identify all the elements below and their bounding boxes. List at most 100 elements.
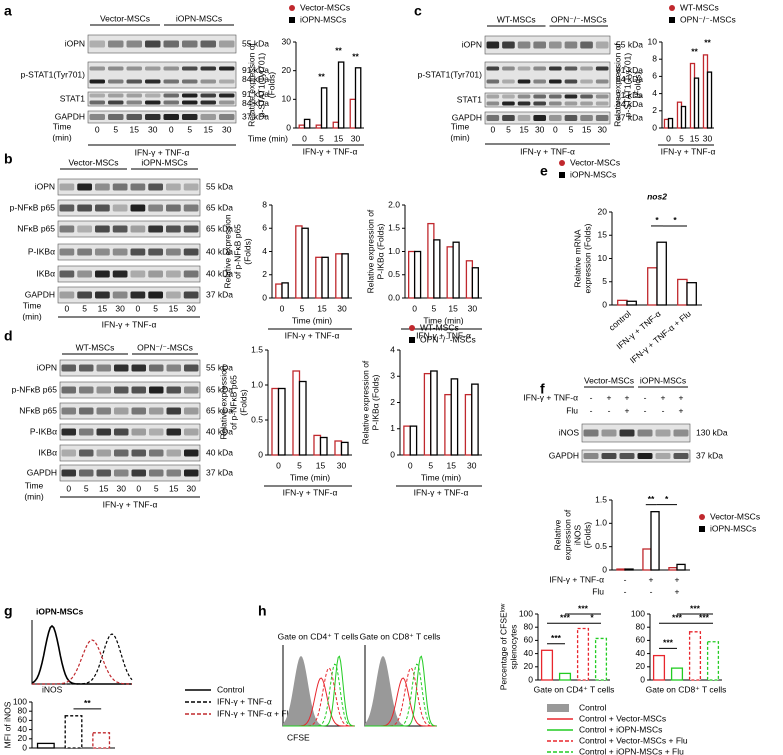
- lane-label: 15: [169, 483, 179, 493]
- sig-label: ***: [560, 612, 571, 622]
- blot-band: [130, 225, 146, 233]
- x-tick-label: 5: [432, 303, 437, 313]
- blot-band: [673, 453, 689, 459]
- y-axis-label: (Folds): [238, 389, 248, 416]
- y-tick-label: 100: [631, 608, 645, 618]
- legend-label: Control: [217, 684, 245, 694]
- x-tick-label: 15: [317, 303, 327, 313]
- blot-frame: [59, 444, 201, 462]
- blot-band: [166, 270, 181, 278]
- blot-band: [108, 93, 124, 98]
- blot-band: [95, 183, 110, 191]
- blot-frame: [57, 243, 201, 261]
- bar: [340, 441, 349, 456]
- blot-band: [149, 469, 164, 477]
- time-label: Time: [451, 121, 470, 131]
- bar: [667, 117, 674, 129]
- blot-band: [79, 364, 94, 372]
- condition-label: Flu: [566, 405, 578, 415]
- bar: [334, 440, 343, 456]
- blot-band: [130, 183, 146, 191]
- blot-frame: [581, 423, 691, 443]
- blot-band: [533, 94, 546, 99]
- y-tick-label: 20: [282, 65, 292, 75]
- condition-mark: -: [608, 405, 611, 415]
- blot-band: [200, 66, 216, 71]
- size-label: 91 kDa: [616, 65, 643, 75]
- condition-mark: -: [590, 405, 593, 415]
- blot-band: [112, 204, 128, 212]
- size-label: 84 kDa: [242, 74, 269, 84]
- y-tick-label: 0: [22, 742, 27, 752]
- bar: [471, 267, 479, 299]
- blot-band: [59, 204, 75, 212]
- y-axis-label: (Folds): [582, 522, 592, 549]
- size-label: 37 kDa: [206, 467, 233, 477]
- sig-label: **: [84, 698, 91, 708]
- y-tick-label: 100: [13, 696, 27, 706]
- y-axis-label: P-IKBα (Folds): [375, 223, 385, 279]
- x-tick-label: 30: [337, 303, 347, 313]
- blot-band: [183, 270, 199, 278]
- bar: [319, 436, 328, 456]
- lane-label: 30: [115, 303, 125, 313]
- blot-band: [77, 204, 92, 212]
- panel-label: b: [4, 151, 13, 167]
- blot-band: [184, 386, 199, 394]
- caption: IFN-γ + TNF-α: [285, 330, 340, 340]
- blot-band: [486, 101, 500, 106]
- blot-frame: [57, 286, 201, 304]
- y-tick-label: 4: [262, 246, 267, 256]
- blot-band: [126, 79, 142, 84]
- lane-label: 5: [82, 303, 87, 313]
- blot-band: [126, 40, 142, 48]
- lane-label: 15: [582, 124, 592, 134]
- blot-band: [108, 100, 124, 105]
- size-label: 130 kDa: [696, 427, 728, 437]
- x-axis-label: Time (min): [290, 472, 330, 482]
- blot-band: [580, 101, 593, 106]
- blot-band: [163, 93, 179, 98]
- sig-label: ***: [690, 603, 701, 613]
- bar: [624, 568, 634, 571]
- blot-band: [595, 115, 609, 121]
- bar: [281, 282, 289, 299]
- bar: [271, 387, 280, 456]
- blot-band: [583, 453, 599, 459]
- condition-label: IFN-γ + TNF-α: [523, 392, 578, 402]
- row-label: P-IKBα: [28, 246, 55, 256]
- bar: [315, 256, 323, 299]
- bar: [295, 225, 303, 299]
- legend-marker: [699, 514, 705, 520]
- legend-label: WT-MSCs: [420, 322, 459, 332]
- blot-band: [166, 183, 181, 191]
- y-tick-label: 0.0: [388, 292, 400, 302]
- blot-band: [533, 101, 546, 106]
- condition-label: Flu: [592, 586, 604, 596]
- blot-band: [549, 94, 562, 99]
- blot-band: [601, 429, 617, 437]
- row-label: GAPDH: [549, 450, 579, 460]
- bar: [465, 260, 474, 299]
- blot-band: [182, 79, 198, 84]
- blot-band: [580, 94, 593, 99]
- blot-band: [148, 225, 163, 233]
- legend-label: IFN-γ + TNF-α + Flu: [217, 708, 293, 718]
- row-label: STAT1: [457, 94, 482, 104]
- blot-band: [580, 66, 593, 71]
- bar: [303, 118, 311, 129]
- blot-band: [96, 428, 111, 436]
- condition-mark: +: [661, 392, 666, 402]
- lane-label: 0: [490, 124, 495, 134]
- y-tick-label: 20: [598, 206, 608, 216]
- y-tick-label: 1.5: [388, 223, 400, 233]
- group-label: Vector-MSCs: [68, 157, 118, 167]
- blot-band: [200, 93, 216, 98]
- legend-marker: [289, 17, 295, 23]
- x-tick-label: 15: [448, 303, 458, 313]
- blot-band: [79, 386, 94, 394]
- sig-label: ***: [672, 612, 683, 622]
- size-label: 65 kDa: [206, 405, 233, 415]
- x-tick-label: 30: [468, 303, 478, 313]
